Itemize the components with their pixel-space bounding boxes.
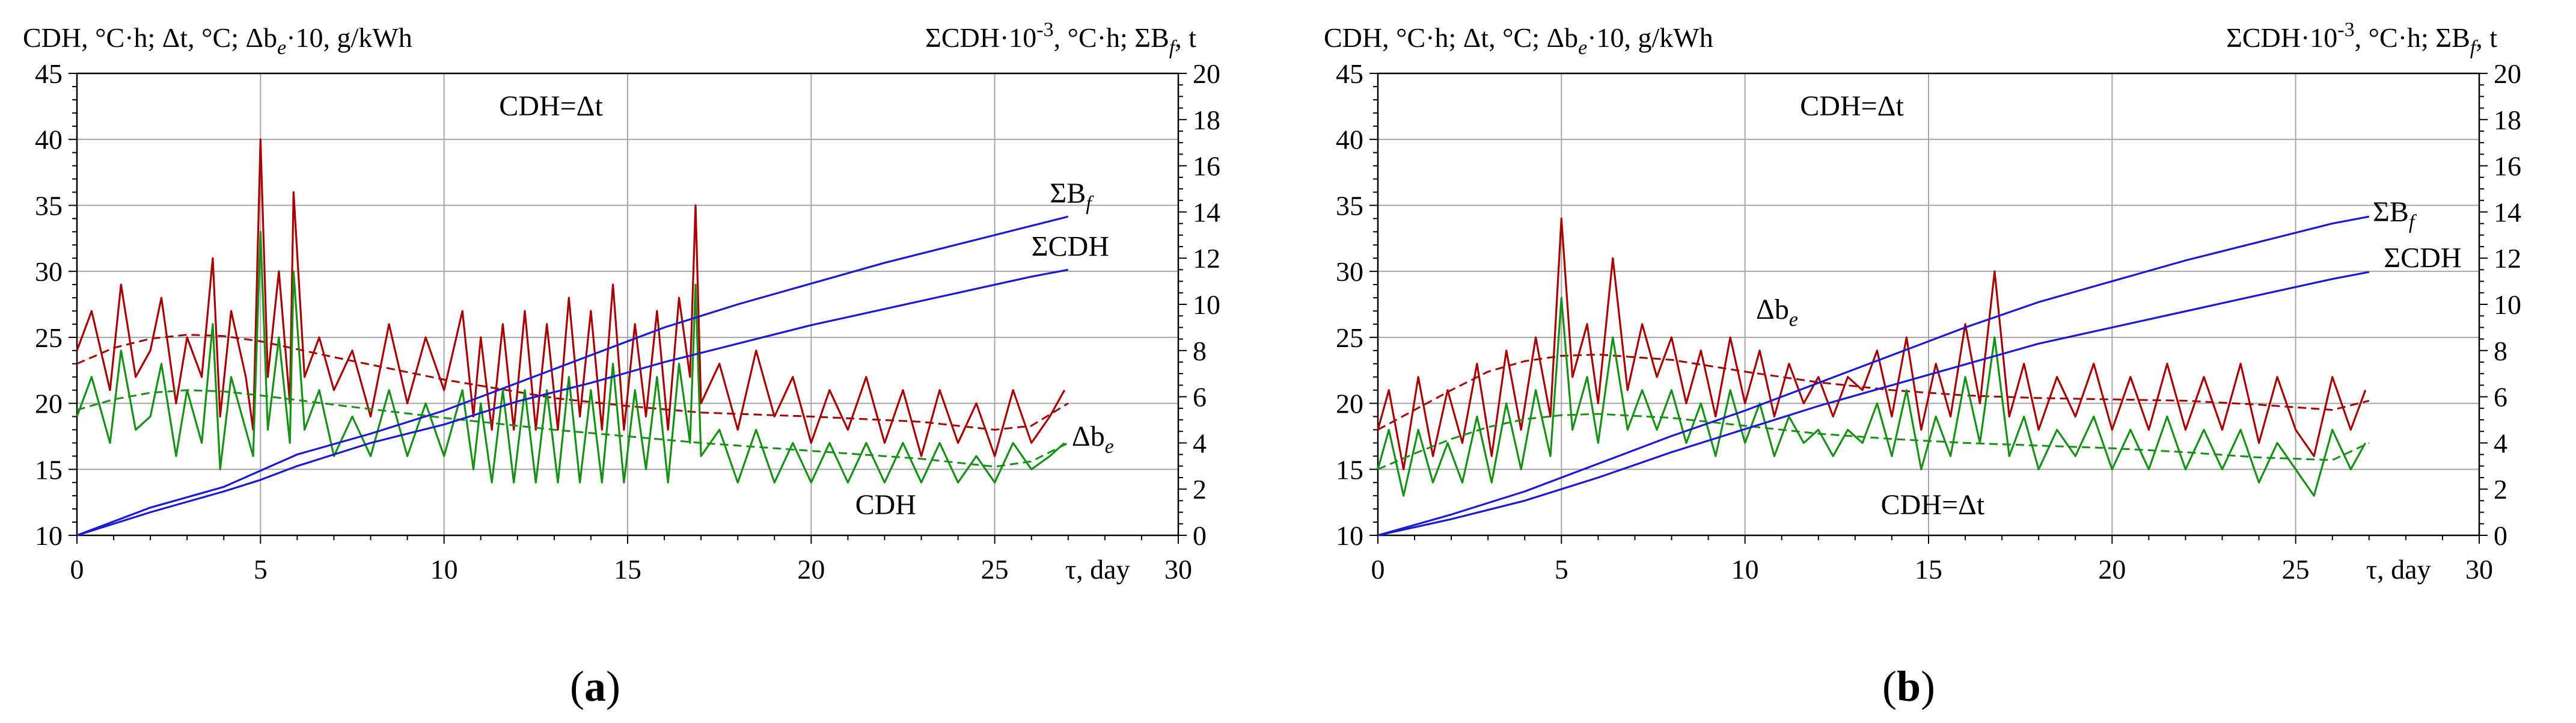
y-right-tick-label: 0 — [2494, 520, 2507, 551]
series-line--b-e-trend — [76, 334, 1069, 431]
y-left-tick-label: 20 — [35, 389, 63, 419]
right-axis-title: ΣCDH·10-3, °C·h; ΣBf, t — [925, 19, 1196, 59]
y-left-tick-label: 30 — [1336, 256, 1363, 287]
y-right-tick-label: 2 — [1193, 474, 1207, 505]
annotation-label: ΣBf — [1050, 177, 1094, 215]
y-right-tick-label: 0 — [1193, 520, 1207, 551]
y-right-tick-label: 20 — [1193, 58, 1220, 89]
y-right-tick-label: 16 — [2494, 151, 2521, 182]
y-left-tick-label: 25 — [35, 322, 63, 353]
x-tick-label: 0 — [1371, 554, 1385, 585]
y-right-tick-label: 18 — [2494, 105, 2521, 135]
y-right-tick-label: 6 — [1193, 382, 1207, 413]
x-tick-label: 20 — [797, 554, 825, 585]
x-tick-label: 30 — [1164, 554, 1192, 585]
annotation-label: ΣCDH — [1032, 230, 1109, 262]
left-axis-title: CDH, °C·h; Δt, °C; Δbe·10, g/kWh — [23, 22, 412, 59]
x-tick-label: 5 — [1555, 554, 1568, 585]
annotation-label: ΣCDH — [2384, 242, 2461, 274]
series-line--cdh — [76, 268, 1069, 537]
y-right-tick-label: 10 — [1193, 289, 1220, 320]
x-axis-label: τ, day — [1065, 554, 1130, 585]
y-left-tick-label: 45 — [1336, 58, 1363, 89]
y-left-tick-label: 10 — [35, 520, 63, 551]
annotation-label: CDH=Δt — [1800, 90, 1904, 122]
y-right-tick-label: 10 — [2494, 289, 2521, 320]
x-tick-label: 25 — [981, 554, 1009, 585]
chart-panel-a: 0 5 10 15 20 25 30 10 15 20 25 30 35 40 45 0 2 4 6 8 10 12 14 1… — [23, 19, 1220, 710]
series-line--b-f — [76, 215, 1069, 537]
x-tick-label: 20 — [2098, 554, 2126, 585]
y-left-tick-label: 40 — [1336, 125, 1363, 155]
y-right-tick-label: 4 — [1193, 428, 1207, 458]
y-left-tick-label: 45 — [35, 58, 63, 89]
annotation-label: CDH=Δt — [1881, 489, 1985, 521]
y-right-tick-label: 2 — [2494, 474, 2507, 505]
x-tick-label: 5 — [254, 554, 268, 585]
right-axis-title: ΣCDH·10-3, °C·h; ΣBf, t — [2226, 19, 2497, 59]
panel-label: (b) — [1882, 662, 1935, 710]
x-axis-label: τ, day — [2366, 554, 2431, 585]
y-right-tick-label: 12 — [1193, 243, 1220, 274]
y-left-tick-label: 25 — [1336, 322, 1363, 353]
y-left-tick-label: 20 — [1336, 389, 1363, 419]
panel-label: (a) — [570, 662, 620, 710]
y-left-tick-label: 30 — [35, 256, 63, 287]
y-left-tick-label: 35 — [35, 190, 63, 221]
y-left-tick-label: 15 — [1336, 454, 1363, 485]
y-right-tick-label: 14 — [1193, 197, 1220, 227]
y-right-tick-label: 4 — [2494, 428, 2507, 458]
y-left-tick-label: 15 — [35, 454, 63, 485]
annotation-label: Δbe — [1756, 294, 1798, 331]
x-tick-label: 10 — [1731, 554, 1759, 585]
y-left-tick-label: 10 — [1336, 520, 1363, 551]
series-line-cdh — [1377, 297, 2367, 497]
x-tick-label: 10 — [430, 554, 458, 585]
series-line-cdh — [76, 230, 1065, 484]
y-right-tick-label: 20 — [2494, 58, 2521, 89]
left-axis-title: CDH, °C·h; Δt, °C; Δbe·10, g/kWh — [1324, 22, 1713, 59]
annotation-label: CDH — [855, 489, 916, 521]
series-line--b-e-trend — [1377, 353, 2370, 431]
y-right-tick-label: 6 — [2494, 382, 2507, 413]
y-right-tick-label: 14 — [2494, 197, 2521, 227]
series-line--b-e — [1377, 217, 2367, 470]
annotation-label: Δbe — [1072, 420, 1114, 458]
series-line--b-f — [1377, 215, 2370, 537]
series-line-cdh-trend — [1377, 413, 2370, 470]
annotation-label: ΣBf — [2373, 196, 2417, 233]
annotation-label: CDH=Δt — [499, 90, 603, 122]
x-tick-label: 30 — [2465, 554, 2493, 585]
y-right-tick-label: 8 — [2494, 336, 2507, 366]
x-tick-label: 25 — [2282, 554, 2310, 585]
series-line--cdh — [1377, 271, 2370, 537]
x-tick-label: 15 — [614, 554, 641, 585]
y-left-tick-label: 40 — [35, 125, 63, 155]
y-right-tick-label: 18 — [1193, 105, 1220, 135]
chart-panel-b: 0 5 10 15 20 25 30 10 15 20 25 30 35 40 45 0 2 4 6 8 10 12 14 1… — [1324, 19, 2521, 710]
y-right-tick-label: 8 — [1193, 336, 1207, 366]
y-right-tick-label: 16 — [1193, 151, 1220, 182]
x-tick-label: 15 — [1915, 554, 1942, 585]
y-right-tick-label: 12 — [2494, 243, 2521, 274]
series-line--b-e — [76, 138, 1066, 457]
y-left-tick-label: 35 — [1336, 190, 1363, 221]
x-tick-label: 0 — [70, 554, 84, 585]
series-line-cdh-trend — [76, 389, 1069, 468]
